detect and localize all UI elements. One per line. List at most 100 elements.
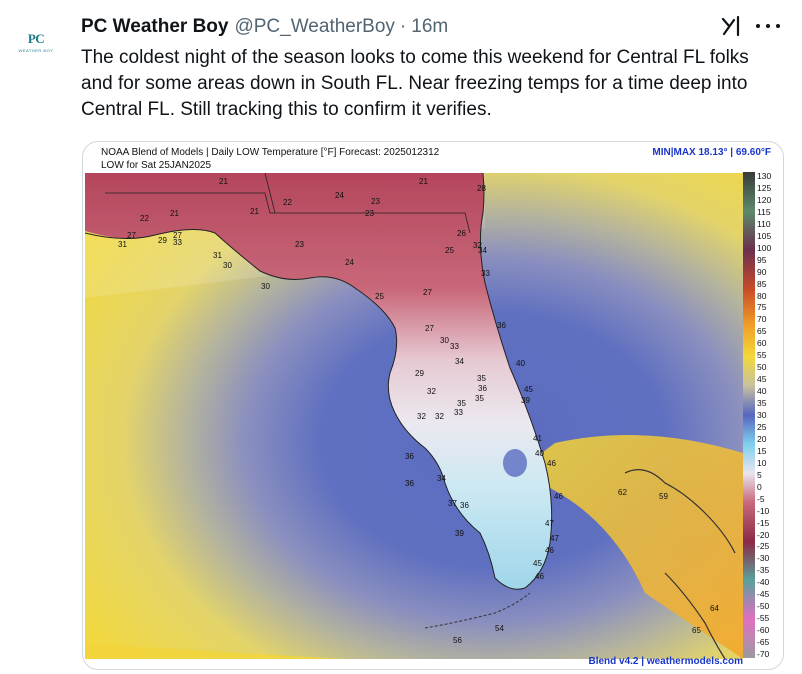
legend-label: 120 — [757, 194, 772, 205]
legend-label: 90 — [757, 266, 767, 277]
legend-label: -15 — [757, 517, 770, 528]
map-point-label: 21 — [219, 177, 228, 186]
legend-label: -40 — [757, 577, 770, 588]
legend-label: -45 — [757, 589, 770, 600]
legend-label: -65 — [757, 637, 770, 648]
legend-label: 95 — [757, 254, 767, 265]
tweet-header: PC Weather Boy @PC_WeatherBoy · 16m — [81, 14, 448, 40]
legend-label: -70 — [757, 649, 770, 659]
map-point-label: 45 — [524, 385, 533, 394]
map-point-label: 24 — [335, 191, 344, 200]
map-point-label: 39 — [521, 396, 530, 405]
map-point-label: 62 — [618, 488, 627, 497]
avatar[interactable]: PC WEATHER BOY — [14, 20, 58, 64]
legend-label: -5 — [757, 493, 765, 504]
map-point-label: 39 — [455, 529, 464, 538]
map-point-label: 34 — [478, 246, 487, 255]
map-point-label: 36 — [460, 501, 469, 510]
map-point-label: 32 — [435, 412, 444, 421]
forecast-map-image[interactable]: NOAA Blend of Models | Daily LOW Tempera… — [82, 141, 784, 670]
legend-label: 80 — [757, 290, 767, 301]
legend-label: -35 — [757, 565, 770, 576]
grok-icon[interactable] — [720, 14, 744, 38]
map-point-label: 21 — [419, 177, 428, 186]
map-point-label: 31 — [118, 240, 127, 249]
map-point-label: 21 — [250, 207, 259, 216]
map-point-label: 31 — [213, 251, 222, 260]
legend-color-bar — [743, 172, 755, 658]
map-title-line2: LOW for Sat 25JAN2025 — [101, 160, 212, 171]
legend-label: 5 — [757, 469, 762, 480]
map-title: NOAA Blend of Models | Daily LOW Tempera… — [101, 146, 439, 172]
map-point-label: 32 — [427, 387, 436, 396]
legend-label: 70 — [757, 314, 767, 325]
map-point-label: 32 — [417, 412, 426, 421]
legend-label: 15 — [757, 445, 767, 456]
map-point-label: 30 — [223, 261, 232, 270]
legend-label: 25 — [757, 421, 767, 432]
more-icon[interactable] — [756, 16, 780, 36]
legend-label: 30 — [757, 410, 767, 420]
map-footer: Blend v4.2 | weathermodels.com — [588, 656, 743, 667]
legend-label: 130 — [757, 171, 772, 181]
legend-label: 100 — [757, 242, 772, 253]
map-point-label: 47 — [545, 519, 554, 528]
map-point-label: 47 — [550, 534, 559, 543]
map-point-label: 36 — [405, 479, 414, 488]
legend-label: 45 — [757, 374, 767, 385]
legend-label: 60 — [757, 338, 767, 349]
legend-label: 105 — [757, 230, 772, 241]
tweet-text: The coldest night of the season looks to… — [81, 47, 749, 120]
map-point-label: 46 — [545, 546, 554, 555]
legend-label: -60 — [757, 625, 770, 636]
map-point-label: 37 — [448, 499, 457, 508]
map-point-label: 35 — [457, 399, 466, 408]
map-point-label: 35 — [475, 394, 484, 403]
map-point-label: 56 — [453, 636, 462, 645]
map-point-label: 64 — [710, 604, 719, 613]
map-point-label: 36 — [478, 384, 487, 393]
map-point-label: 25 — [445, 246, 454, 255]
map-point-label: 46 — [547, 459, 556, 468]
map-point-label: 40 — [535, 449, 544, 458]
legend-label: 40 — [757, 386, 767, 397]
map-point-label: 65 — [692, 626, 701, 635]
map-point-label: 34 — [455, 357, 464, 366]
map-point-label: 27 — [423, 288, 432, 297]
map-point-label: 29 — [158, 236, 167, 245]
legend-label: 115 — [757, 206, 771, 217]
map-point-label: 21 — [170, 209, 179, 218]
display-name[interactable]: PC Weather Boy — [81, 16, 229, 37]
legend-label: -10 — [757, 505, 770, 516]
legend-label: 55 — [757, 350, 767, 361]
map-point-label: 46 — [535, 572, 544, 581]
map-point-label: 41 — [533, 434, 542, 443]
map-point-label: 54 — [495, 624, 504, 633]
header-separator: · — [399, 16, 407, 37]
legend-label: 65 — [757, 326, 767, 337]
legend-label: 75 — [757, 302, 767, 313]
map-point-label: 27 — [173, 231, 182, 240]
map-title-line1: NOAA Blend of Models | Daily LOW Tempera… — [101, 147, 440, 158]
legend-label: 85 — [757, 278, 767, 289]
user-handle[interactable]: @PC_WeatherBoy — [234, 16, 395, 37]
map-point-label: 59 — [659, 492, 668, 501]
map-minmax: MIN|MAX 18.13° | 69.60°F — [652, 147, 771, 158]
map-point-label: 40 — [516, 359, 525, 368]
map-point-label: 23 — [371, 197, 380, 206]
avatar-logo-subtext: WEATHER BOY — [18, 48, 54, 53]
map-point-label: 33 — [450, 342, 459, 351]
legend-label: 50 — [757, 362, 767, 373]
map-point-label: 33 — [454, 408, 463, 417]
tweet-timestamp[interactable]: 16m — [411, 16, 449, 37]
map-point-label: 36 — [405, 452, 414, 461]
map-point-label: 26 — [457, 229, 466, 238]
map-point-label: 27 — [127, 231, 136, 240]
map-point-label: 45 — [533, 559, 542, 568]
map-point-label: 28 — [477, 184, 486, 193]
avatar-logo-text: PC — [27, 31, 45, 46]
map-point-label: 33 — [173, 238, 182, 247]
color-legend: 130 125 120 115 110 105 100 95 90 85 80 75 70 65 60 55 5… — [743, 171, 783, 659]
legend-label: 125 — [757, 182, 772, 193]
